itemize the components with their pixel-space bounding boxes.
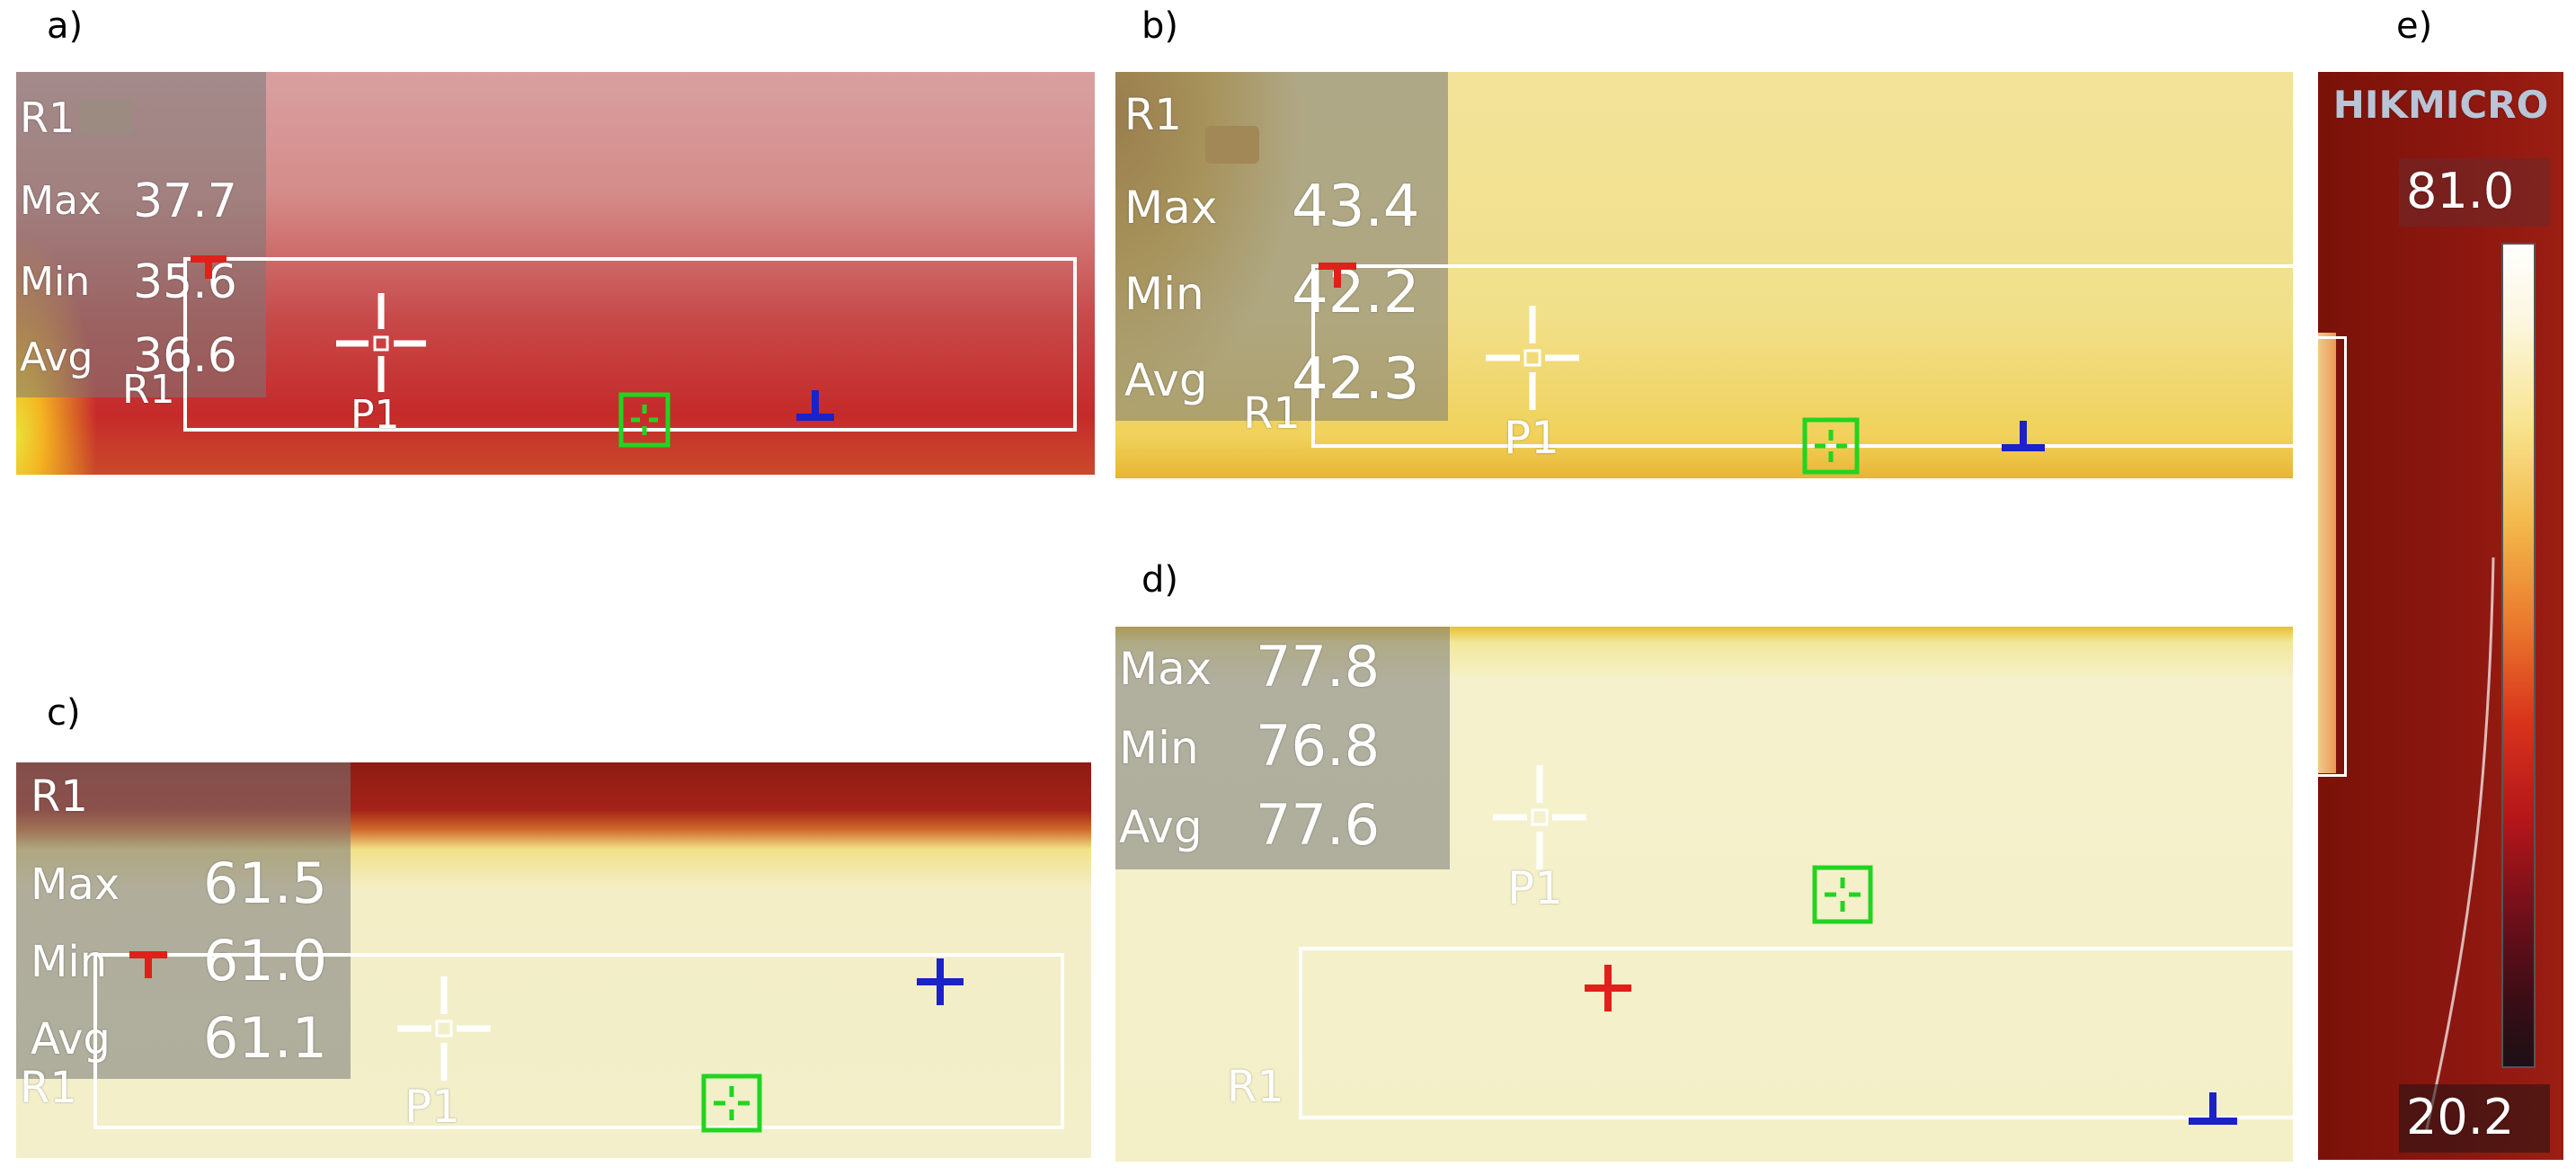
point-label: P1 xyxy=(351,392,400,438)
roi-rectangle xyxy=(93,953,1064,1129)
thermal-image-e: HIKMICRO 81.0 20.2 xyxy=(2318,72,2563,1160)
point-label: P1 xyxy=(404,1081,460,1133)
center-marker-icon xyxy=(1802,417,1860,475)
max-label: Max xyxy=(1119,643,1212,695)
min-marker-icon xyxy=(917,958,964,1005)
thermal-image-b: R1 Max 43.4 Min 42.2 Avg 42.3 R1 P1 xyxy=(1115,72,2293,478)
scale-min-value: 20.2 xyxy=(2406,1089,2515,1145)
panel-e-label: e) xyxy=(2396,5,2433,47)
max-label: Max xyxy=(20,178,102,224)
stats-box xyxy=(16,72,266,397)
max-value: 77.8 xyxy=(1256,634,1381,699)
min-marker-icon xyxy=(2002,421,2045,451)
thermal-image-d: Max 77.8 Min 76.8 Avg 77.6 R1 P1 xyxy=(1115,627,2293,1162)
panel-a-label: a) xyxy=(47,5,84,47)
min-marker-icon xyxy=(2189,1092,2237,1125)
point-crosshair-icon xyxy=(397,976,491,1081)
max-value: 37.7 xyxy=(133,174,237,228)
stats-box xyxy=(16,762,351,1079)
min-marker-icon xyxy=(796,390,834,421)
roi-label: R1 xyxy=(1227,1062,1284,1112)
roi-rectangle xyxy=(183,257,1077,432)
hot-edge-strip xyxy=(2318,333,2336,773)
region-title: R1 xyxy=(31,771,88,822)
scale-min-box xyxy=(2399,1084,2550,1153)
center-marker-icon xyxy=(618,392,671,448)
avg-label: Avg xyxy=(1119,801,1203,853)
min-value: 76.8 xyxy=(1256,713,1381,779)
brand-logo: HIKMICRO xyxy=(2332,83,2549,127)
min-value: 61.0 xyxy=(203,928,328,993)
max-marker-icon xyxy=(1585,965,1631,1011)
point-crosshair-icon xyxy=(1486,306,1579,410)
min-label: Min xyxy=(1119,722,1199,774)
tube-edge-curve xyxy=(2424,557,2495,1133)
roi-edge xyxy=(2318,336,2347,777)
avg-value: 77.6 xyxy=(1256,792,1381,858)
roi-rectangle xyxy=(1299,947,2293,1119)
max-value: 61.5 xyxy=(203,851,328,916)
avg-value: 61.1 xyxy=(203,1005,328,1071)
region-title: R1 xyxy=(20,94,76,142)
avg-label: Avg xyxy=(1124,354,1208,406)
point-label: P1 xyxy=(1504,412,1559,464)
point-label: P1 xyxy=(1507,862,1563,914)
stats-box xyxy=(1115,627,1450,869)
panel-b-label: b) xyxy=(1141,5,1178,47)
max-marker-icon xyxy=(1319,263,1356,288)
center-marker-icon xyxy=(1812,865,1873,924)
max-value: 43.4 xyxy=(1292,174,1420,240)
region-title: R1 xyxy=(1124,90,1182,140)
min-label: Min xyxy=(1124,268,1204,320)
panel-c-label: c) xyxy=(47,692,81,734)
stats-box xyxy=(1115,72,1448,421)
avg-label: Avg xyxy=(20,334,93,380)
roi-label: R1 xyxy=(20,1063,77,1113)
roi-rectangle xyxy=(1311,264,2293,448)
max-label: Max xyxy=(1124,182,1218,234)
scale-max-box xyxy=(2399,158,2550,227)
roi-label: R1 xyxy=(122,367,175,413)
scale-max-value: 81.0 xyxy=(2406,163,2515,219)
point-crosshair-icon xyxy=(1493,765,1586,869)
thermal-image-a: R1 Max 37.7 Min 35.6 Avg 36.6 R1 P1 xyxy=(16,72,1095,475)
min-label: Min xyxy=(20,259,91,305)
color-scale-bar xyxy=(2501,243,2536,1068)
max-marker-icon xyxy=(129,951,167,978)
max-marker-icon xyxy=(191,255,227,279)
avg-label: Avg xyxy=(31,1014,111,1065)
panel-d-label: d) xyxy=(1141,559,1178,601)
thermal-image-c: R1 Max 61.5 Min 61.0 Avg 61.1 R1 P1 xyxy=(16,762,1091,1158)
center-marker-icon xyxy=(701,1074,762,1133)
roi-label: R1 xyxy=(1243,388,1301,439)
max-label: Max xyxy=(31,860,120,910)
point-crosshair-icon xyxy=(336,293,426,392)
